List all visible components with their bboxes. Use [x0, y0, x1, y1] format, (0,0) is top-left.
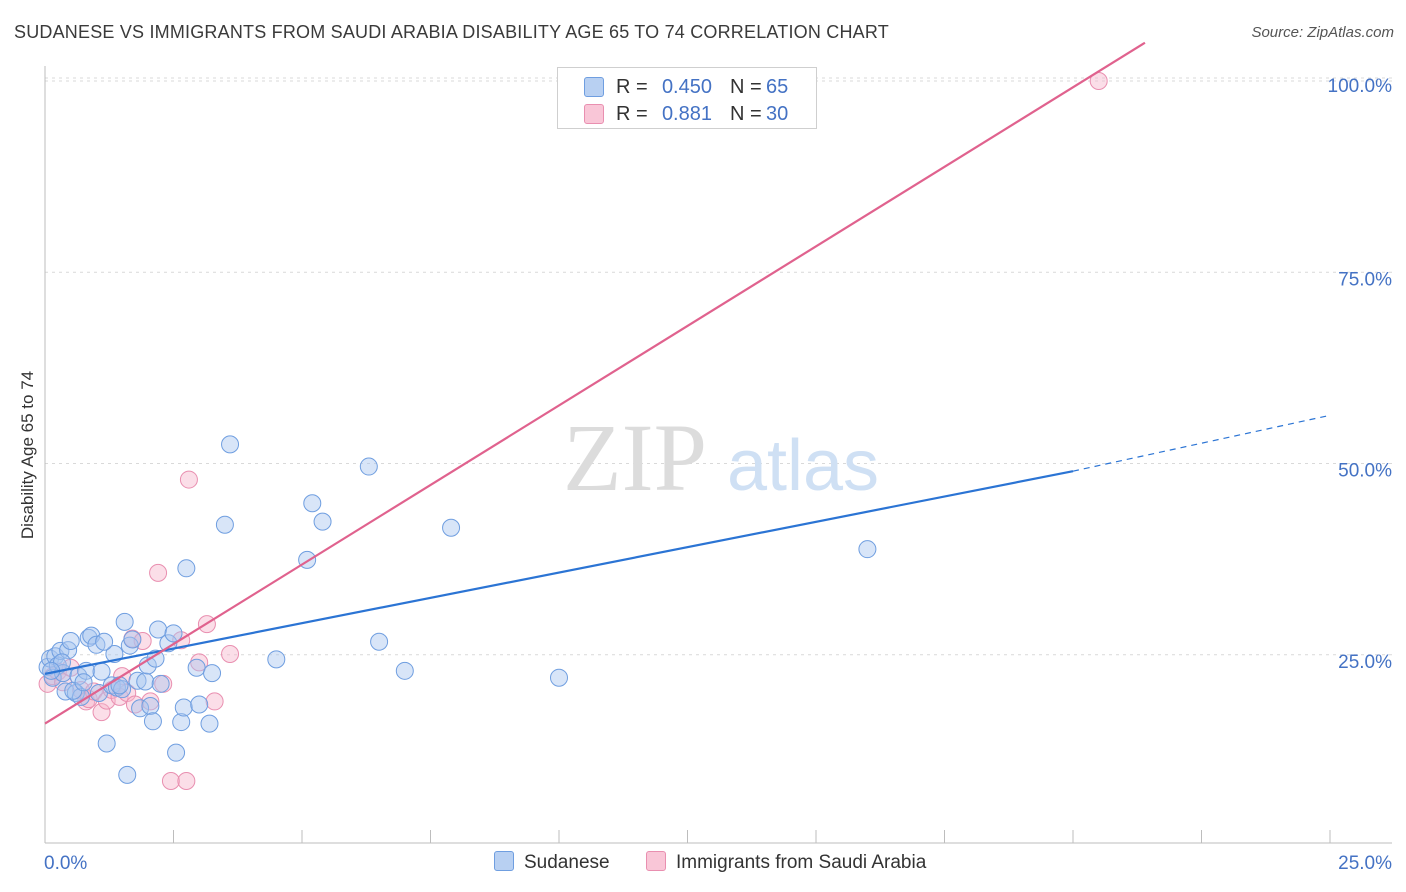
trend-line-saudi-arabia [44, 41, 1146, 725]
data-point-saudi-arabia [177, 771, 196, 790]
data-point-saudi-arabia [141, 692, 160, 711]
legend-item-sudanese[interactable]: Sudanese [494, 851, 610, 874]
data-point-sudanese [95, 632, 114, 651]
data-point-saudi-arabia [221, 644, 240, 663]
series-sudanese-points [38, 435, 877, 784]
x-tick-label-max: 25.0% [1338, 853, 1392, 874]
data-point-sudanese [79, 628, 98, 647]
data-point-sudanese [177, 559, 196, 578]
data-point-sudanese [221, 435, 240, 454]
data-point-sudanese [118, 765, 137, 784]
legend-label-saudi-arabia: Immigrants from Saudi Arabia [676, 852, 927, 873]
x-tick-label-min: 0.0% [44, 853, 87, 874]
legend-item-saudi-arabia[interactable]: Immigrants from Saudi Arabia [646, 851, 926, 874]
legend-r-label: R = [616, 76, 648, 98]
y-tick-label: 50.0% [1338, 461, 1392, 482]
legend-row-sudanese: R = 0.450 N = 65 [558, 74, 816, 100]
data-point-sudanese [61, 631, 80, 650]
legend-swatch-blue [584, 77, 604, 97]
data-point-saudi-arabia [149, 563, 168, 582]
data-point-sudanese [128, 671, 147, 690]
legend-row-saudi-arabia: R = 0.881 N = 30 [558, 101, 816, 127]
data-point-saudi-arabia [92, 703, 111, 722]
tick-labels: 25.0% 50.0% 75.0% 100.0% 0.0% 25.0% [44, 76, 1392, 874]
data-point-sudanese [149, 620, 168, 639]
legend-n-value: 30 [766, 103, 789, 125]
chart-title: SUDANESE VS IMMIGRANTS FROM SAUDI ARABIA… [14, 22, 889, 42]
legend-n-value: 65 [766, 76, 789, 98]
source-credit: Source: ZipAtlas.com [1251, 24, 1394, 41]
data-point-sudanese [146, 649, 165, 668]
legend-swatch-blue [494, 851, 514, 871]
data-point-sudanese [190, 695, 209, 714]
legend-label-sudanese: Sudanese [524, 852, 610, 873]
data-point-sudanese [359, 457, 378, 476]
data-point-sudanese [97, 734, 116, 753]
data-point-sudanese [172, 713, 191, 732]
watermark-atlas: atlas [727, 426, 879, 506]
legend-r-value: 0.881 [661, 103, 712, 125]
grid-lines [45, 77, 1392, 656]
y-tick-label: 100.0% [1328, 76, 1393, 97]
data-point-sudanese [151, 674, 170, 693]
data-point-sudanese [115, 612, 134, 631]
trend-line-sudanese [44, 470, 1074, 675]
watermark: ZIP atlas [563, 404, 879, 511]
legend-swatch-pink [584, 104, 604, 124]
data-point-sudanese [167, 743, 186, 762]
data-point-sudanese [395, 661, 414, 680]
data-point-sudanese [313, 512, 332, 531]
data-point-sudanese [200, 714, 219, 733]
data-point-sudanese [141, 697, 160, 716]
series-legend: Sudanese Immigrants from Saudi Arabia [0, 851, 1406, 877]
data-point-sudanese [187, 658, 206, 677]
y-tick-label: 25.0% [1338, 652, 1392, 673]
data-point-sudanese [215, 515, 234, 534]
data-point-sudanese [370, 632, 389, 651]
data-point-sudanese [74, 673, 93, 692]
axes [44, 66, 1392, 844]
data-point-sudanese [164, 624, 183, 643]
data-point-sudanese [267, 650, 286, 669]
data-point-sudanese [110, 676, 129, 695]
correlation-legend: R = 0.450 N = 65 R = 0.881 N = 30 [557, 67, 817, 129]
y-tick-label: 75.0% [1338, 269, 1392, 290]
data-point-saudi-arabia [161, 771, 180, 790]
data-point-saudi-arabia [205, 692, 224, 711]
data-point-sudanese [203, 664, 222, 683]
data-point-sudanese [303, 494, 322, 513]
legend-r-label: R = [616, 103, 648, 125]
legend-r-value: 0.450 [661, 76, 712, 98]
data-point-saudi-arabia [179, 470, 198, 489]
trend-line-sudanese-extension [1072, 414, 1331, 472]
legend-swatch-pink [646, 851, 666, 871]
data-point-sudanese [550, 668, 568, 687]
data-point-sudanese [858, 540, 877, 559]
trend-lines [44, 41, 1331, 725]
data-point-sudanese [143, 712, 162, 731]
data-point-saudi-arabia [190, 653, 209, 672]
watermark-zip: ZIP [563, 404, 707, 511]
data-point-sudanese [123, 630, 142, 649]
data-point-sudanese [136, 672, 155, 691]
legend-n-label: N = [730, 76, 762, 98]
data-point-sudanese [442, 518, 461, 537]
legend-n-label: N = [730, 103, 762, 125]
data-point-sudanese [174, 698, 193, 717]
